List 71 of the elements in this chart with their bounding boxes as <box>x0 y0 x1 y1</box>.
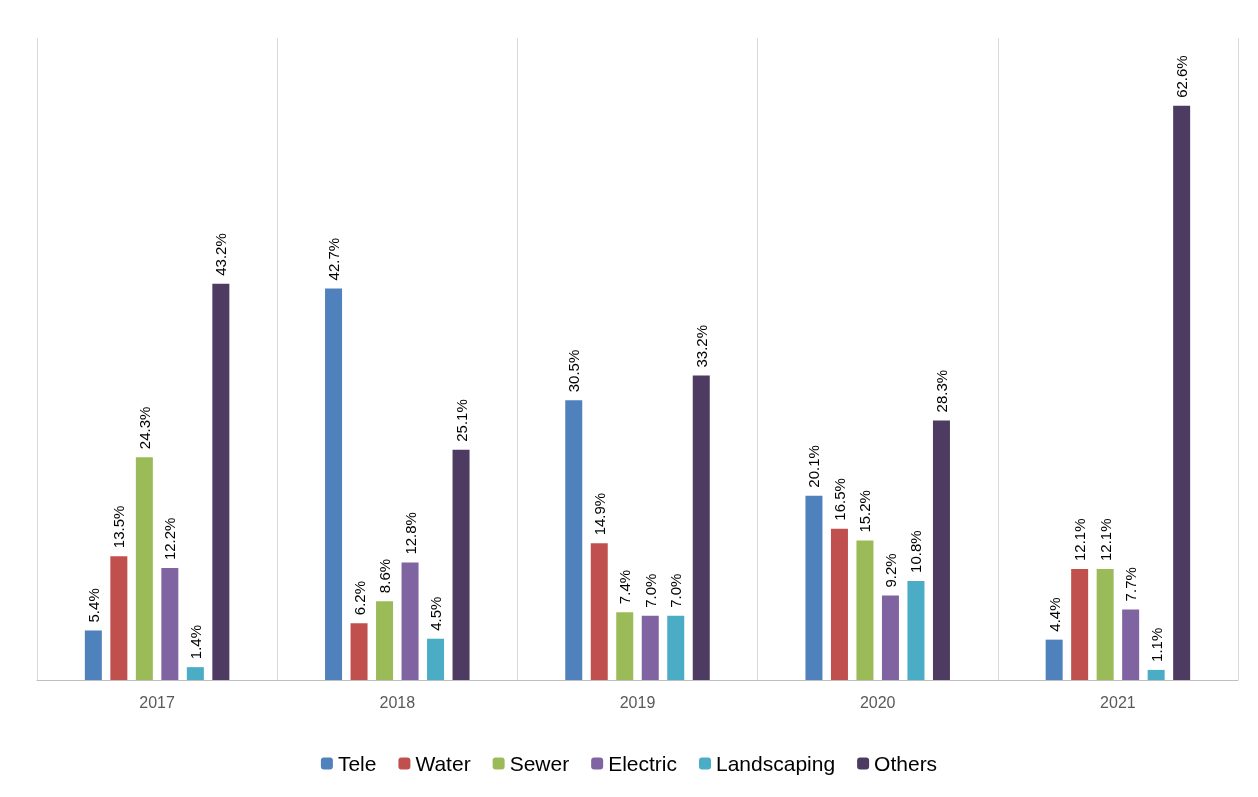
legend-label: Others <box>874 752 938 775</box>
bar <box>401 562 419 680</box>
legend-label: Water <box>415 752 471 775</box>
data-label: 12.8% <box>401 512 419 555</box>
data-label: 7.7% <box>1122 567 1140 602</box>
x-tick-label: 2018 <box>379 693 416 711</box>
bar <box>565 400 583 680</box>
bar <box>881 595 899 680</box>
bar <box>907 580 925 680</box>
data-label: 43.2% <box>212 233 230 276</box>
bar <box>186 667 204 680</box>
legend-label: Electric <box>608 752 678 775</box>
bar <box>1173 105 1191 680</box>
legend-label: Tele <box>337 752 377 775</box>
bar <box>641 615 659 680</box>
data-label: 16.5% <box>830 478 848 521</box>
data-label: 9.2% <box>881 553 899 588</box>
legend-label: Landscaping <box>716 752 836 775</box>
legend-label: Sewer <box>509 752 570 775</box>
bar <box>376 601 394 680</box>
data-label: 33.2% <box>692 324 710 368</box>
bar <box>1071 569 1089 680</box>
data-label: 6.2% <box>350 580 368 616</box>
data-label: 12.1% <box>1096 518 1114 562</box>
data-label: 1.4% <box>186 624 204 660</box>
data-label: 24.3% <box>135 406 153 450</box>
data-label: 62.6% <box>1173 55 1191 98</box>
bar <box>856 540 874 680</box>
data-label: 7.4% <box>616 569 634 605</box>
bar <box>1122 609 1140 680</box>
bar <box>350 623 368 680</box>
bar <box>1096 569 1114 680</box>
bar <box>212 283 230 680</box>
data-label: 7.0% <box>641 573 659 608</box>
data-label: 12.2% <box>161 517 179 561</box>
bar <box>325 288 343 680</box>
data-label: 25.1% <box>452 399 470 442</box>
x-tick-label: 2021 <box>1100 693 1136 711</box>
data-label: 8.6% <box>376 558 394 594</box>
bar <box>667 615 685 680</box>
data-label: 1.1% <box>1147 627 1165 662</box>
data-label: 13.5% <box>110 505 128 549</box>
data-label: 4.5% <box>427 596 445 631</box>
bar <box>590 543 608 680</box>
bar <box>1147 669 1165 680</box>
data-label: 42.7% <box>325 237 343 281</box>
data-label: 15.2% <box>856 490 874 533</box>
x-tick-label: 2020 <box>859 693 896 711</box>
x-tick-label: 2017 <box>139 693 175 711</box>
data-label: 7.0% <box>667 573 685 608</box>
data-label: 28.3% <box>932 369 950 413</box>
data-label: 4.4% <box>1045 597 1063 632</box>
bar <box>427 638 445 680</box>
bar <box>830 528 848 680</box>
data-label: 5.4% <box>84 588 102 623</box>
bar <box>932 420 950 680</box>
bar <box>805 495 823 680</box>
bar <box>84 630 102 680</box>
bar <box>692 375 710 680</box>
bar <box>616 612 634 680</box>
bar <box>452 449 470 680</box>
data-label: 10.8% <box>907 530 925 573</box>
data-label: 30.5% <box>565 349 583 393</box>
bar <box>110 556 128 680</box>
data-label: 14.9% <box>590 492 608 536</box>
x-tick-label: 2019 <box>619 693 656 711</box>
bar <box>135 457 153 680</box>
bar <box>1045 639 1063 680</box>
bar <box>161 568 179 680</box>
data-label: 20.1% <box>805 445 823 488</box>
data-label: 12.1% <box>1071 518 1089 562</box>
